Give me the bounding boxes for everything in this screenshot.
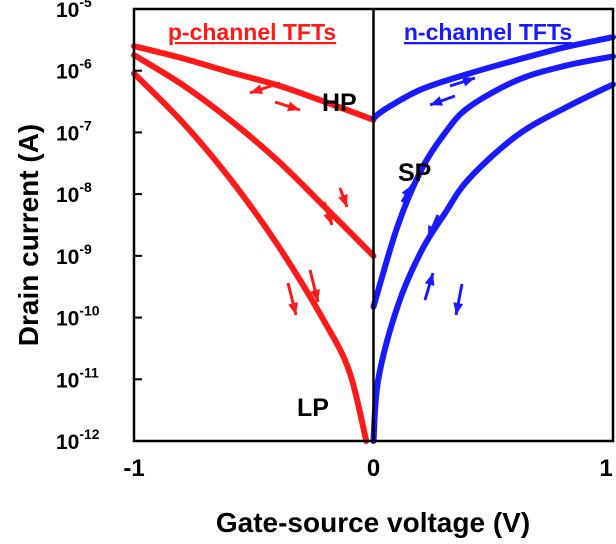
y-tick-label: 10-12 [56,426,100,454]
x-tick-label: 0 [367,455,380,482]
y-tick-label: 10-11 [56,364,99,392]
hysteresis-arrow-left-icon [249,81,281,95]
hysteresis-arrow-down-icon [322,201,334,226]
hysteresis-arrow-right-icon [274,100,301,112]
p-channel-label: p-channel TFTs [168,19,336,45]
n-channel-curve-1 [370,34,616,122]
hysteresis-arrow-up-icon [308,269,320,303]
y-tick-label: 10-5 [56,0,92,22]
hysteresis-arrow-left-icon [429,94,456,107]
lp-annotation: LP [297,394,329,422]
x-tick-label: -1 [123,455,144,482]
x-tick-label: 1 [599,455,612,482]
n-channel-curve-2 [370,53,616,310]
x-axis-ticks: -1 0 1 [123,433,614,482]
p-channel-curve-3 [131,70,370,444]
hysteresis-arrow-down-icon [286,282,298,316]
hysteresis-arrow-right-icon [449,76,476,88]
hysteresis-arrow-up-icon [423,272,435,301]
n-channel-curve-3 [370,81,616,444]
sp-annotation: SP [398,159,431,187]
y-axis-ticks: 10-5 10-6 10-7 10-8 10-9 10-10 10-11 10-12 [56,0,142,454]
hysteresis-arrow-up-icon [338,187,349,208]
y-tick-label: 10-6 [56,56,92,84]
y-axis-label: Drain current (A) [13,124,44,346]
hp-annotation: HP [322,89,357,117]
y-tick-label: 10-7 [56,117,92,145]
series-layer [131,34,616,444]
y-tick-label: 10-9 [56,241,92,269]
p-channel-curve-1 [131,43,377,123]
hysteresis-arrow-down-icon [426,214,440,239]
x-axis-label: Gate-source voltage (V) [216,507,530,538]
y-tick-label: 10-10 [56,303,100,331]
n-channel-label: n-channel TFTs [404,19,572,45]
y-tick-label: 10-8 [56,179,92,207]
p-channel-curve-2 [131,52,377,259]
direction-arrows [249,76,476,316]
hysteresis-arrow-down-icon [453,283,464,316]
hysteresis-arrow-up-icon [400,184,414,203]
